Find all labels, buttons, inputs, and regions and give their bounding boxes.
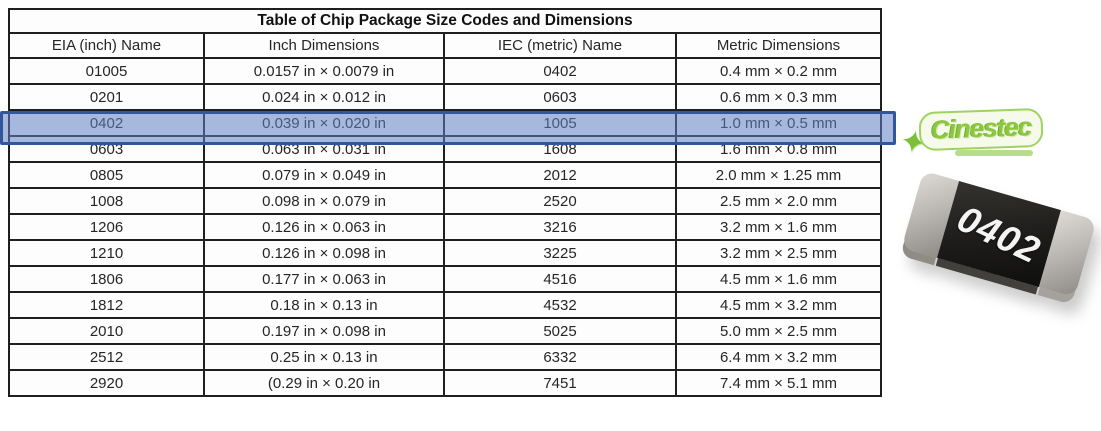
table-cell: 0.063 in × 0.031 in xyxy=(203,135,445,163)
table-cell: 0603 xyxy=(8,135,205,163)
table-cell: 2010 xyxy=(8,317,205,345)
table-cell: 0.126 in × 0.098 in xyxy=(203,239,445,267)
table-row: 1210 0.126 in × 0.098 in 3225 3.2 mm × 2.5 … xyxy=(8,239,882,267)
table-row: 0805 0.079 in × 0.049 in 2012 2.0 mm × 1.25… xyxy=(8,161,882,189)
table-cell: 7451 xyxy=(443,369,677,397)
table-cell: 1.6 mm × 0.8 mm xyxy=(675,135,882,163)
table-cell: 0.25 in × 0.13 in xyxy=(203,343,445,371)
column-header-iec-name: IEC (metric) Name xyxy=(443,32,677,59)
table-cell: 4.5 mm × 3.2 mm xyxy=(675,291,882,319)
table-cell: 1210 xyxy=(8,239,205,267)
table-header-row: EIA (inch) Name Inch Dimensions IEC (met… xyxy=(8,32,882,59)
table-cell: 0.18 in × 0.13 in xyxy=(203,291,445,319)
table-cell: 0.0157 in × 0.0079 in xyxy=(203,57,445,85)
table-row: 2010 0.197 in × 0.098 in 5025 5.0 mm × 2.5 … xyxy=(8,317,882,345)
table-row: 0402 0.039 in × 0.020 in 1005 1.0 mm × 0.5 … xyxy=(8,109,882,137)
table-cell: 0201 xyxy=(8,83,205,111)
table-cell: 3.2 mm × 1.6 mm xyxy=(675,213,882,241)
table-cell: 2.5 mm × 2.0 mm xyxy=(675,187,882,215)
logo-underline-bar xyxy=(955,150,1033,156)
table-cell: 0.126 in × 0.063 in xyxy=(203,213,445,241)
table-cell: 0402 xyxy=(8,109,205,137)
table-cell: 01005 xyxy=(8,57,205,85)
table-cell: 3216 xyxy=(443,213,677,241)
table-cell: 2512 xyxy=(8,343,205,371)
vendor-logo: ✦ Cinestec xyxy=(897,104,1071,166)
table-cell: 2.0 mm × 1.25 mm xyxy=(675,161,882,189)
chip-resistor-photo: 0402 xyxy=(901,170,1099,306)
table-cell: 0402 xyxy=(443,57,677,85)
table-cell: 1608 xyxy=(443,135,677,163)
table-cell: 0603 xyxy=(443,83,677,111)
chip-body: 0402 xyxy=(901,170,1097,298)
table-cell: 5025 xyxy=(443,317,677,345)
table-cell: 4.5 mm × 1.6 mm xyxy=(675,265,882,293)
table-cell: 0.039 in × 0.020 in xyxy=(203,109,445,137)
table-cell: 0.079 in × 0.049 in xyxy=(203,161,445,189)
column-header-metric-dimensions: Metric Dimensions xyxy=(675,32,882,59)
table-cell: 6332 xyxy=(443,343,677,371)
table-cell: 1812 xyxy=(8,291,205,319)
table-cell: 4516 xyxy=(443,265,677,293)
table-cell: 1206 xyxy=(8,213,205,241)
table-row: 1806 0.177 in × 0.063 in 4516 4.5 mm × 1.6 … xyxy=(8,265,882,293)
table-cell: 0.024 in × 0.012 in xyxy=(203,83,445,111)
table-cell: 0.4 mm × 0.2 mm xyxy=(675,57,882,85)
table-cell: 2012 xyxy=(443,161,677,189)
table-cell: 4532 xyxy=(443,291,677,319)
logo-bubble: Cinestec xyxy=(918,107,1045,152)
table-cell: 0.6 mm × 0.3 mm xyxy=(675,83,882,111)
table-body: 01005 0.0157 in × 0.0079 in 0402 0.4 mm × 0… xyxy=(8,57,882,397)
table-cell: 3.2 mm × 2.5 mm xyxy=(675,239,882,267)
table-cell: 6.4 mm × 3.2 mm xyxy=(675,343,882,371)
table-cell: 0.197 in × 0.098 in xyxy=(203,317,445,345)
table-cell: 5.0 mm × 2.5 mm xyxy=(675,317,882,345)
table-cell: 0805 xyxy=(8,161,205,189)
table-cell: 1005 xyxy=(443,109,677,137)
table-cell: (0.29 in × 0.20 in xyxy=(203,369,445,397)
table-head: Table of Chip Package Size Codes and Dim… xyxy=(8,8,882,59)
table-row: 2920 (0.29 in × 0.20 in 7451 7.4 mm × 5.1 m… xyxy=(8,369,882,397)
chip-package-size-table: Table of Chip Package Size Codes and Dim… xyxy=(8,8,882,397)
table-cell: 0.177 in × 0.063 in xyxy=(203,265,445,293)
chip-size-label: 0402 xyxy=(951,197,1047,271)
table-title-row: Table of Chip Package Size Codes and Dim… xyxy=(8,8,882,34)
table-cell: 0.098 in × 0.079 in xyxy=(203,187,445,215)
table-row: 0603 0.063 in × 0.031 in 1608 1.6 mm × 0.8 … xyxy=(8,135,882,163)
table-cell: 2520 xyxy=(443,187,677,215)
table-row: 2512 0.25 in × 0.13 in 6332 6.4 mm × 3.2 mm xyxy=(8,343,882,371)
table-cell: 1806 xyxy=(8,265,205,293)
table-title: Table of Chip Package Size Codes and Dim… xyxy=(8,8,882,34)
column-header-eia-name: EIA (inch) Name xyxy=(8,32,205,59)
table-cell: 3225 xyxy=(443,239,677,267)
table-cell: 1008 xyxy=(8,187,205,215)
table-cell: 1.0 mm × 0.5 mm xyxy=(675,109,882,137)
table-row: 01005 0.0157 in × 0.0079 in 0402 0.4 mm × 0… xyxy=(8,57,882,85)
table-cell: 2920 xyxy=(8,369,205,397)
table-row: 1812 0.18 in × 0.13 in 4532 4.5 mm × 3.2 mm xyxy=(8,291,882,319)
table-cell: 7.4 mm × 5.1 mm xyxy=(675,369,882,397)
column-header-inch-dimensions: Inch Dimensions xyxy=(203,32,445,59)
logo-text: Cinestec xyxy=(930,111,1032,145)
table-row: 1206 0.126 in × 0.063 in 3216 3.2 mm × 1.6 … xyxy=(8,213,882,241)
table-row: 1008 0.098 in × 0.079 in 2520 2.5 mm × 2.0 … xyxy=(8,187,882,215)
table-row: 0201 0.024 in × 0.012 in 0603 0.6 mm × 0.3 … xyxy=(8,83,882,111)
